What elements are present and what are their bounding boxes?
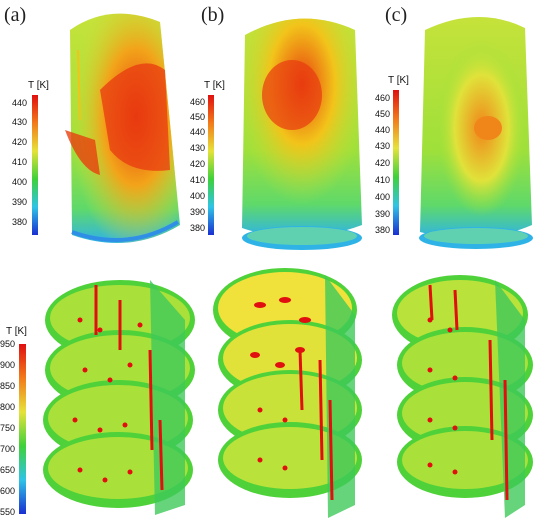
tick-label: 400 bbox=[375, 192, 391, 202]
tick-label: 460 bbox=[190, 97, 206, 107]
colorbar-a-title: T [K] bbox=[28, 80, 49, 91]
tick-label: 390 bbox=[375, 209, 391, 219]
tick-label: 650 bbox=[0, 465, 16, 475]
tick-label: 750 bbox=[0, 423, 16, 433]
panel-label-c: (c) bbox=[385, 4, 408, 26]
tick-label: 400 bbox=[12, 177, 28, 187]
tick-label: 600 bbox=[0, 486, 16, 496]
tick-label: 550 bbox=[0, 507, 16, 517]
tick-label: 390 bbox=[12, 197, 28, 207]
tick-label: 440 bbox=[375, 125, 391, 135]
tick-label: 440 bbox=[12, 98, 28, 108]
tick-label: 420 bbox=[375, 158, 391, 168]
tick-label: 380 bbox=[375, 225, 391, 235]
tick-label: 410 bbox=[12, 157, 28, 167]
tick-label: 450 bbox=[190, 112, 206, 122]
tick-label: 420 bbox=[190, 159, 206, 169]
tick-label: 900 bbox=[0, 360, 16, 370]
tick-label: 700 bbox=[0, 444, 16, 454]
tick-label: 390 bbox=[190, 207, 206, 217]
disk-stack-c bbox=[392, 275, 533, 518]
colorbar-b bbox=[208, 95, 214, 235]
tick-label: 400 bbox=[190, 191, 206, 201]
tick-label: 430 bbox=[12, 117, 28, 127]
cylinder-a bbox=[65, 13, 180, 243]
tick-label: 410 bbox=[190, 175, 206, 185]
cylinder-c bbox=[419, 16, 533, 249]
tick-label: 380 bbox=[12, 217, 28, 227]
colorbar-bottom-title: T [K] bbox=[6, 326, 27, 337]
disk-stack-b bbox=[213, 268, 362, 518]
tick-label: 430 bbox=[190, 143, 206, 153]
tick-label: 450 bbox=[375, 109, 391, 119]
tick-label: 950 bbox=[0, 339, 16, 349]
colorbar-b-title: T [K] bbox=[204, 80, 225, 91]
disk-stack-a bbox=[43, 280, 195, 515]
tick-label: 410 bbox=[375, 175, 391, 185]
tick-label: 800 bbox=[0, 402, 16, 412]
tick-label: 440 bbox=[190, 127, 206, 137]
tick-label: 460 bbox=[375, 93, 391, 103]
colorbar-a bbox=[32, 95, 38, 235]
panel-label-b: (b) bbox=[201, 4, 225, 26]
colorbar-c bbox=[393, 90, 399, 235]
colorbar-bottom bbox=[19, 344, 26, 514]
tick-label: 420 bbox=[12, 137, 28, 147]
cylinder-b bbox=[242, 18, 362, 250]
tick-label: 850 bbox=[0, 381, 16, 391]
tick-label: 380 bbox=[190, 223, 206, 233]
panel-label-a: (a) bbox=[4, 4, 27, 26]
colorbar-c-title: T [K] bbox=[388, 75, 409, 86]
tick-label: 430 bbox=[375, 141, 391, 151]
